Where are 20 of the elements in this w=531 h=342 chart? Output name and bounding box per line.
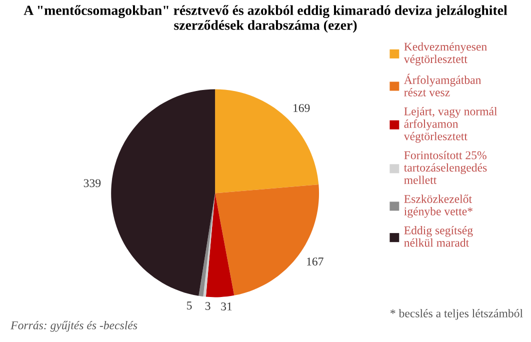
- legend-label: Eddig segítség nélkül maradt: [404, 226, 473, 247]
- pie-slice: [203, 193, 216, 297]
- data-label: 31: [221, 302, 232, 310]
- legend-label: Kedvezményesen végtörlesztett: [404, 42, 487, 66]
- legend-label: Árfolyamgátban részt vesz: [404, 74, 482, 96]
- pie-slice: [198, 193, 216, 297]
- data-label: 5: [187, 302, 192, 310]
- legend-label: Eszközkezelőt igénybe vette*: [404, 194, 472, 218]
- pie-slice: [206, 193, 234, 298]
- data-label: 3: [205, 302, 210, 310]
- legend-label: Lejárt, vagy normál árfolyamon végtörlesztett: [404, 107, 498, 143]
- data-label: 169: [294, 104, 310, 112]
- pie-slice: [111, 89, 216, 296]
- legend-label: Forintosított 25% tartozáselengedés mellett: [404, 150, 487, 184]
- chart-title: A "mentőcsomagokban" résztvevő és azokból eddig kimaradó deviza jelzáloghitel szerződések darabszáma (ezer): [24, 5, 508, 33]
- data-label: 167: [307, 258, 324, 266]
- text: Forrás: gyűjtés és -becslés: [10, 320, 138, 332]
- pie-slice: [215, 89, 319, 194]
- text: * becslés a teljes létszámból: [390, 309, 523, 320]
- data-label: 339: [84, 179, 101, 188]
